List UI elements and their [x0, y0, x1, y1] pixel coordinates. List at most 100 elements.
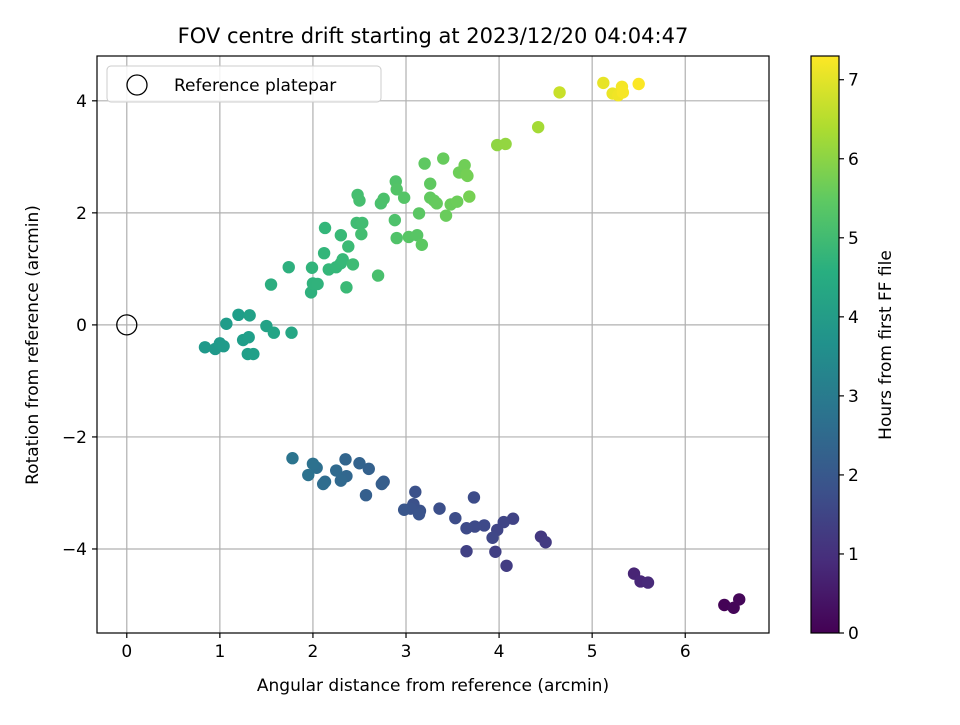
data-point — [242, 331, 255, 344]
data-point — [458, 159, 471, 172]
data-point — [499, 137, 512, 151]
data-point — [616, 86, 630, 99]
x-tick-label: 4 — [494, 642, 505, 662]
data-point — [302, 468, 315, 482]
y-tick-label: −4 — [62, 540, 87, 560]
data-point — [424, 177, 437, 190]
data-point — [334, 474, 348, 487]
colorbar-frame — [810, 55, 840, 634]
data-point — [340, 281, 353, 294]
x-axis-label: Angular distance from reference (arcmin) — [257, 676, 609, 696]
y-axis-label: Rotation from reference (arcmin) — [23, 205, 43, 485]
data-point — [632, 77, 645, 91]
data-point — [247, 347, 260, 361]
reference-platepar-marker — [116, 314, 138, 336]
data-point — [486, 531, 499, 544]
colorbar-tick-label: 7 — [848, 71, 859, 91]
data-point — [433, 502, 446, 515]
data-point — [264, 278, 278, 291]
data-point — [336, 253, 349, 266]
data-point — [506, 512, 520, 525]
data-point — [285, 326, 298, 339]
x-tick-label: 5 — [587, 642, 598, 662]
data-point — [531, 120, 545, 134]
data-point — [390, 231, 403, 245]
colorbar-tick-label: 4 — [848, 308, 859, 328]
data-point — [410, 229, 424, 242]
data-point — [371, 269, 385, 282]
data-point — [467, 491, 481, 504]
data-point — [220, 317, 233, 330]
data-point — [412, 508, 426, 521]
data-point — [346, 258, 360, 271]
data-point — [359, 488, 373, 502]
data-point — [463, 190, 476, 203]
data-point — [339, 453, 352, 466]
grid — [97, 56, 769, 633]
x-tick-label: 0 — [121, 642, 132, 662]
colorbar: 0 1 2 3 4 5 6 7 Hours from first FF file — [810, 55, 896, 644]
x-tick-label: 3 — [401, 642, 412, 662]
x-tick-label: 6 — [680, 642, 691, 662]
data-point — [353, 457, 366, 470]
data-point — [362, 462, 375, 476]
data-point — [282, 260, 295, 274]
data-point — [641, 576, 655, 589]
colorbar-ticks: 0 1 2 3 4 5 6 7 — [839, 71, 859, 644]
data-point — [334, 229, 348, 242]
colorbar-tick-label: 0 — [848, 624, 859, 644]
data-point — [267, 326, 281, 339]
data-point — [437, 152, 450, 165]
data-point — [450, 195, 464, 208]
data-point — [415, 238, 429, 251]
data-point — [318, 221, 332, 235]
data-points — [116, 76, 746, 614]
data-point — [553, 86, 566, 99]
data-point — [330, 464, 343, 477]
data-point — [397, 503, 411, 516]
data-point — [460, 168, 473, 181]
legend-box — [106, 65, 382, 103]
colorbar-tick-label: 5 — [848, 229, 859, 249]
legend-label: Reference platepar — [174, 76, 336, 96]
legend-marker-open-circle — [126, 74, 148, 96]
data-point — [539, 536, 552, 549]
chart-title: FOV centre drift starting at 2023/12/20 … — [178, 24, 689, 48]
data-point — [317, 246, 331, 260]
data-point — [305, 261, 319, 274]
data-point — [409, 485, 422, 499]
data-point — [377, 192, 390, 206]
data-point — [597, 76, 610, 90]
legend: Reference platepar — [106, 65, 382, 103]
data-point — [243, 309, 256, 322]
y-tick-label: 4 — [76, 92, 87, 112]
colorbar-tick-label: 1 — [848, 545, 859, 565]
data-point — [390, 183, 403, 196]
colorbar-tick-label: 6 — [848, 150, 859, 170]
data-point — [449, 511, 462, 525]
data-point — [500, 559, 513, 572]
data-point — [232, 308, 245, 322]
axis-ticks: 0 1 2 3 4 5 6 −4 −2 0 2 4 — [62, 92, 691, 662]
x-tick-label: 1 — [214, 642, 225, 662]
data-point — [439, 209, 453, 222]
data-point — [412, 207, 426, 220]
data-point — [286, 452, 299, 465]
data-point — [718, 598, 731, 612]
data-point — [477, 519, 491, 532]
colorbar-gradient — [811, 56, 839, 633]
x-tick-label: 2 — [308, 642, 319, 662]
data-point — [355, 227, 368, 241]
data-point — [316, 477, 330, 491]
data-point — [733, 593, 746, 606]
y-tick-label: 0 — [76, 316, 87, 336]
data-point — [311, 277, 324, 291]
data-point — [489, 545, 502, 558]
data-point — [356, 216, 369, 230]
colorbar-tick-label: 2 — [848, 466, 859, 486]
data-point — [418, 157, 431, 170]
data-point — [375, 477, 389, 491]
data-point — [460, 522, 473, 535]
data-point — [306, 457, 320, 471]
